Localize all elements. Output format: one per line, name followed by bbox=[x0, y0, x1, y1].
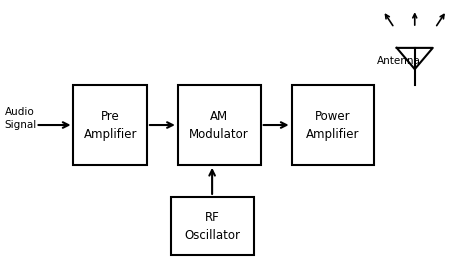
Text: Antenna: Antenna bbox=[377, 56, 421, 66]
Text: Audio
Signal: Audio Signal bbox=[5, 107, 37, 130]
Bar bbox=[171, 197, 254, 255]
Bar bbox=[292, 85, 374, 165]
Text: Power
Amplifier: Power Amplifier bbox=[306, 110, 360, 140]
Bar bbox=[73, 85, 147, 165]
Text: Pre
Amplifier: Pre Amplifier bbox=[83, 110, 137, 140]
Text: RF
Oscillator: RF Oscillator bbox=[184, 211, 240, 242]
Bar bbox=[178, 85, 261, 165]
Text: AM
Modulator: AM Modulator bbox=[189, 110, 249, 140]
